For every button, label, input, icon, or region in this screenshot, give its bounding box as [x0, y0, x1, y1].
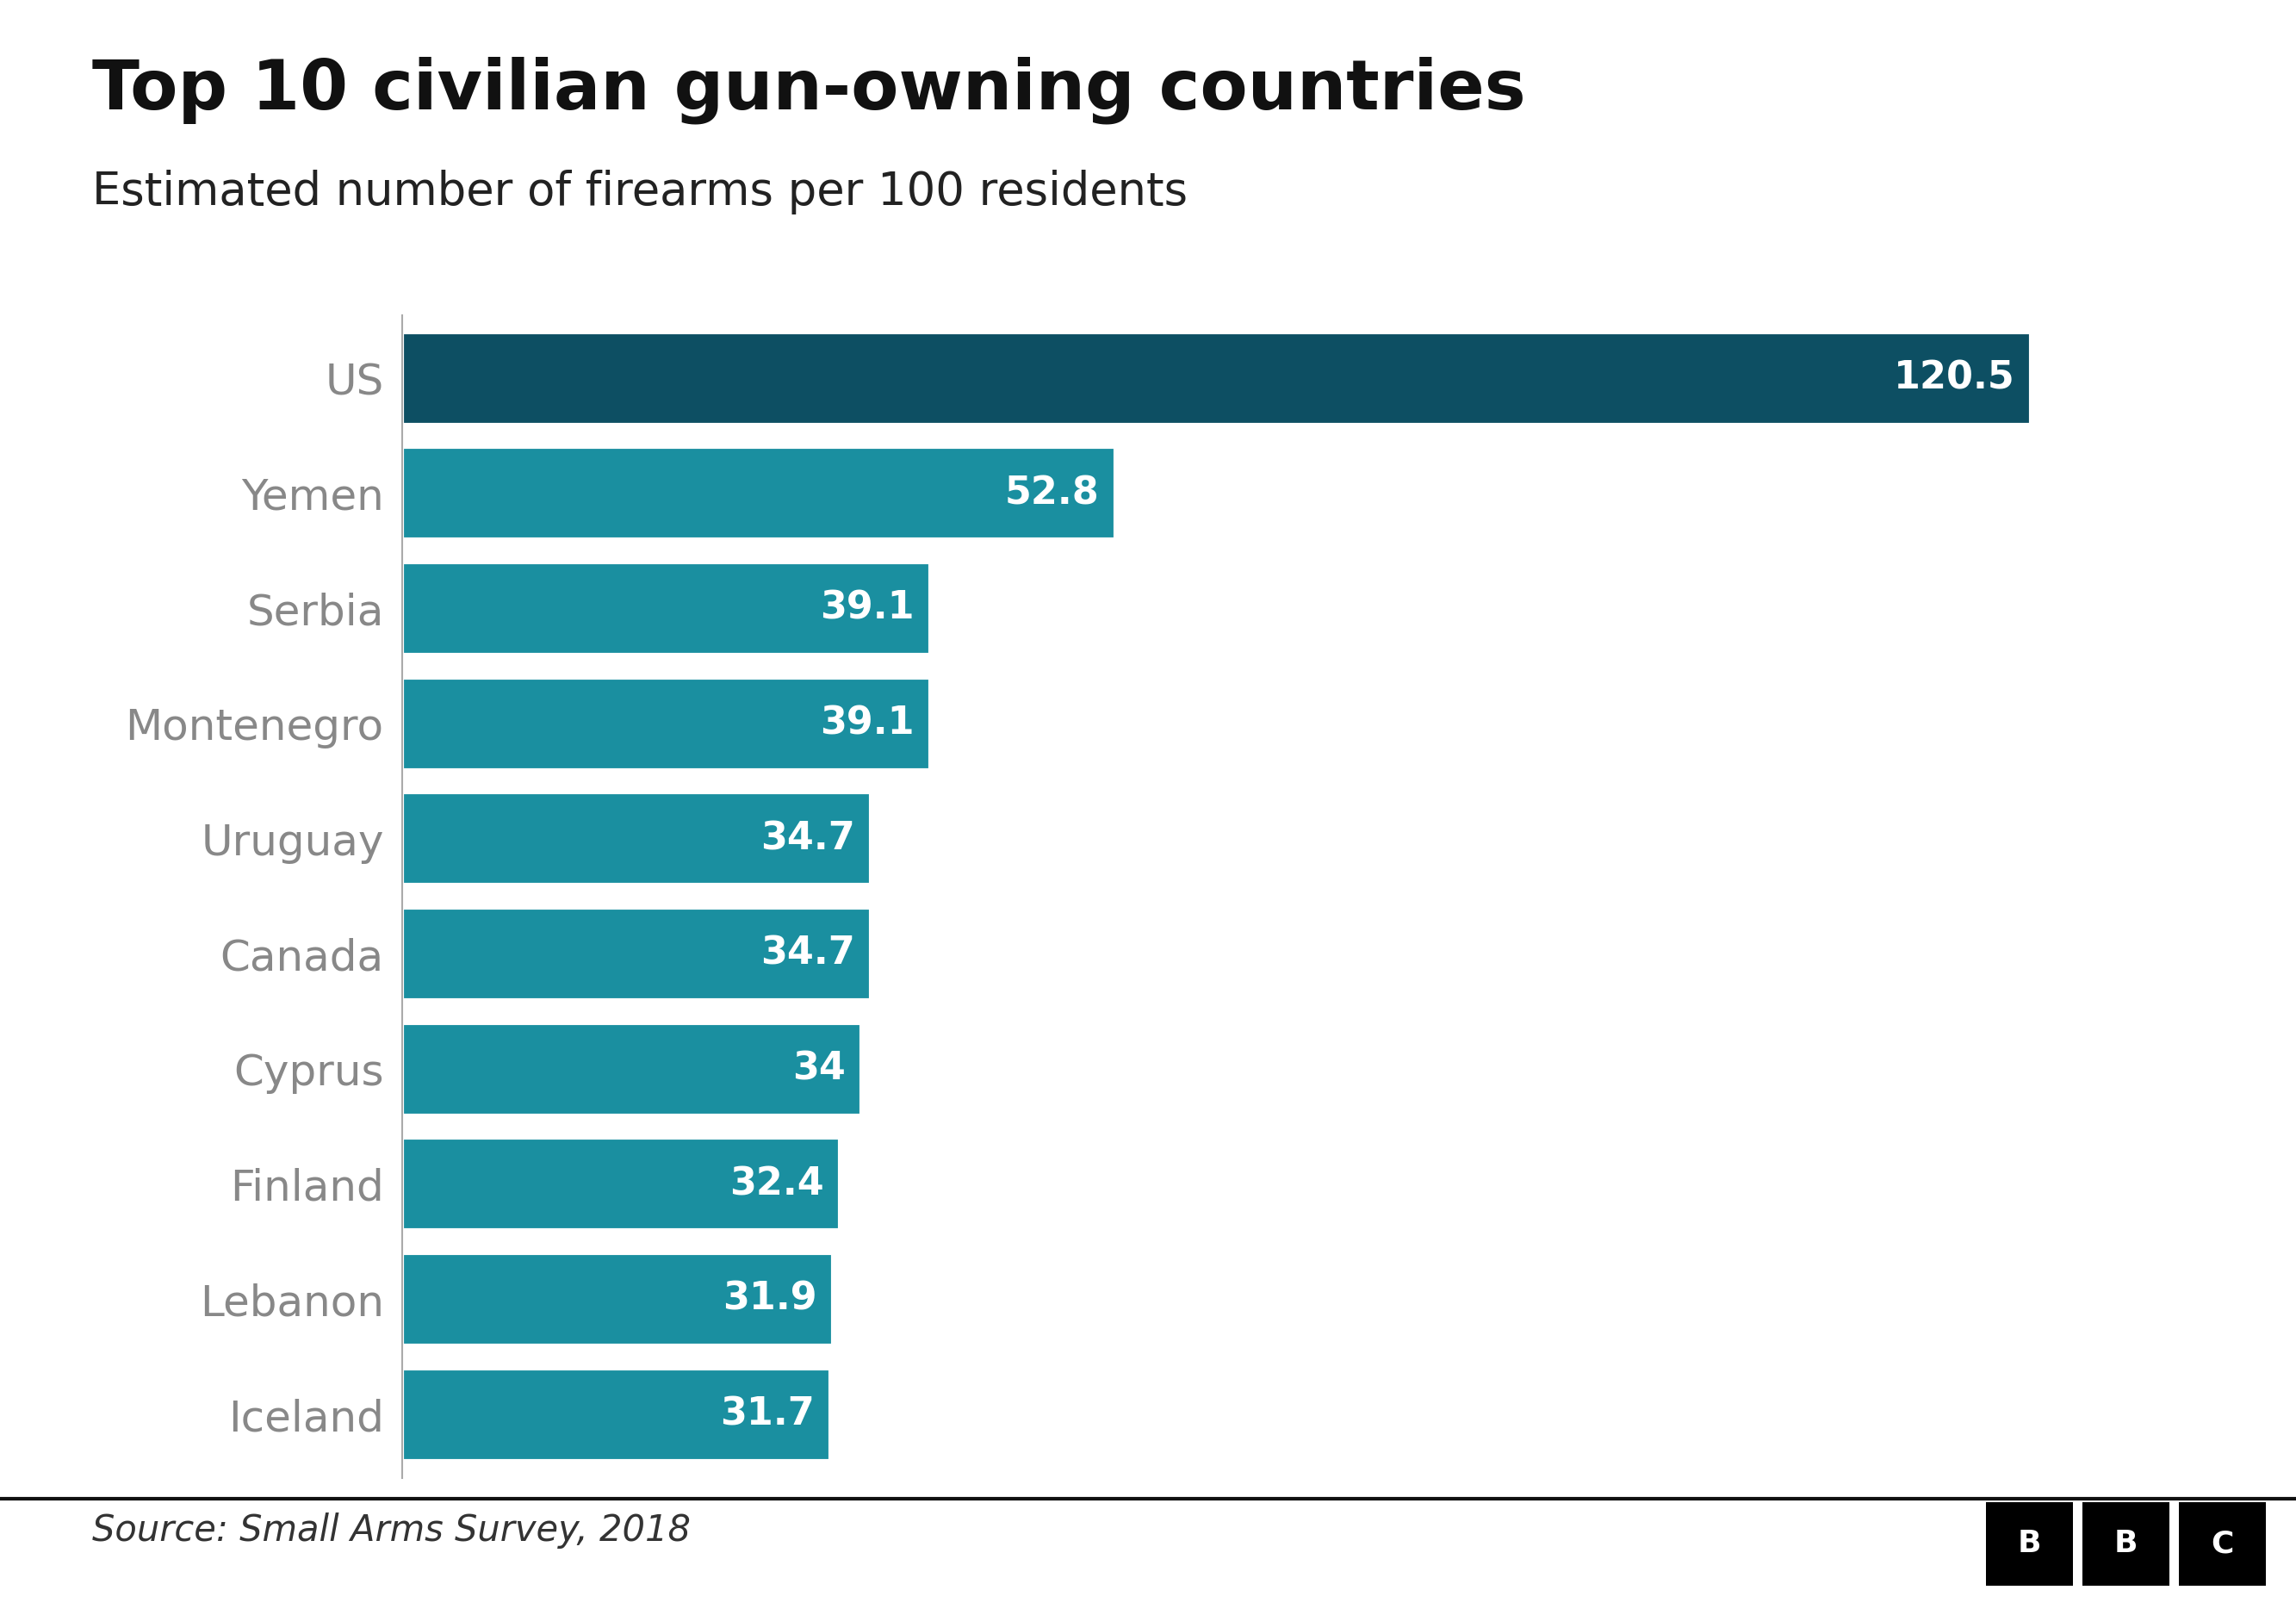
Bar — [402, 1368, 831, 1460]
Text: 39.1: 39.1 — [820, 589, 914, 627]
Text: Estimated number of firearms per 100 residents: Estimated number of firearms per 100 res… — [92, 170, 1187, 215]
Bar — [402, 908, 870, 1000]
Text: 31.9: 31.9 — [723, 1281, 817, 1318]
Bar — [402, 793, 870, 885]
Text: 39.1: 39.1 — [820, 706, 914, 743]
Text: 31.7: 31.7 — [719, 1395, 815, 1433]
Text: 34: 34 — [792, 1050, 845, 1087]
Text: C: C — [2211, 1529, 2234, 1558]
Bar — [402, 1253, 833, 1345]
Bar — [402, 333, 2032, 425]
Text: B: B — [2115, 1529, 2138, 1558]
Bar — [402, 1139, 840, 1231]
Text: Source: Small Arms Survey, 2018: Source: Small Arms Survey, 2018 — [92, 1513, 691, 1549]
Text: 120.5: 120.5 — [1894, 360, 2016, 397]
Bar — [402, 1022, 861, 1114]
Text: 32.4: 32.4 — [730, 1166, 824, 1203]
Text: 52.8: 52.8 — [1006, 475, 1100, 512]
Text: B: B — [2018, 1529, 2041, 1558]
Text: Top 10 civilian gun-owning countries: Top 10 civilian gun-owning countries — [92, 57, 1525, 124]
Bar — [402, 447, 1116, 539]
Text: 34.7: 34.7 — [760, 935, 854, 972]
Bar — [402, 678, 930, 770]
Bar — [402, 562, 930, 654]
Text: 34.7: 34.7 — [760, 820, 854, 858]
